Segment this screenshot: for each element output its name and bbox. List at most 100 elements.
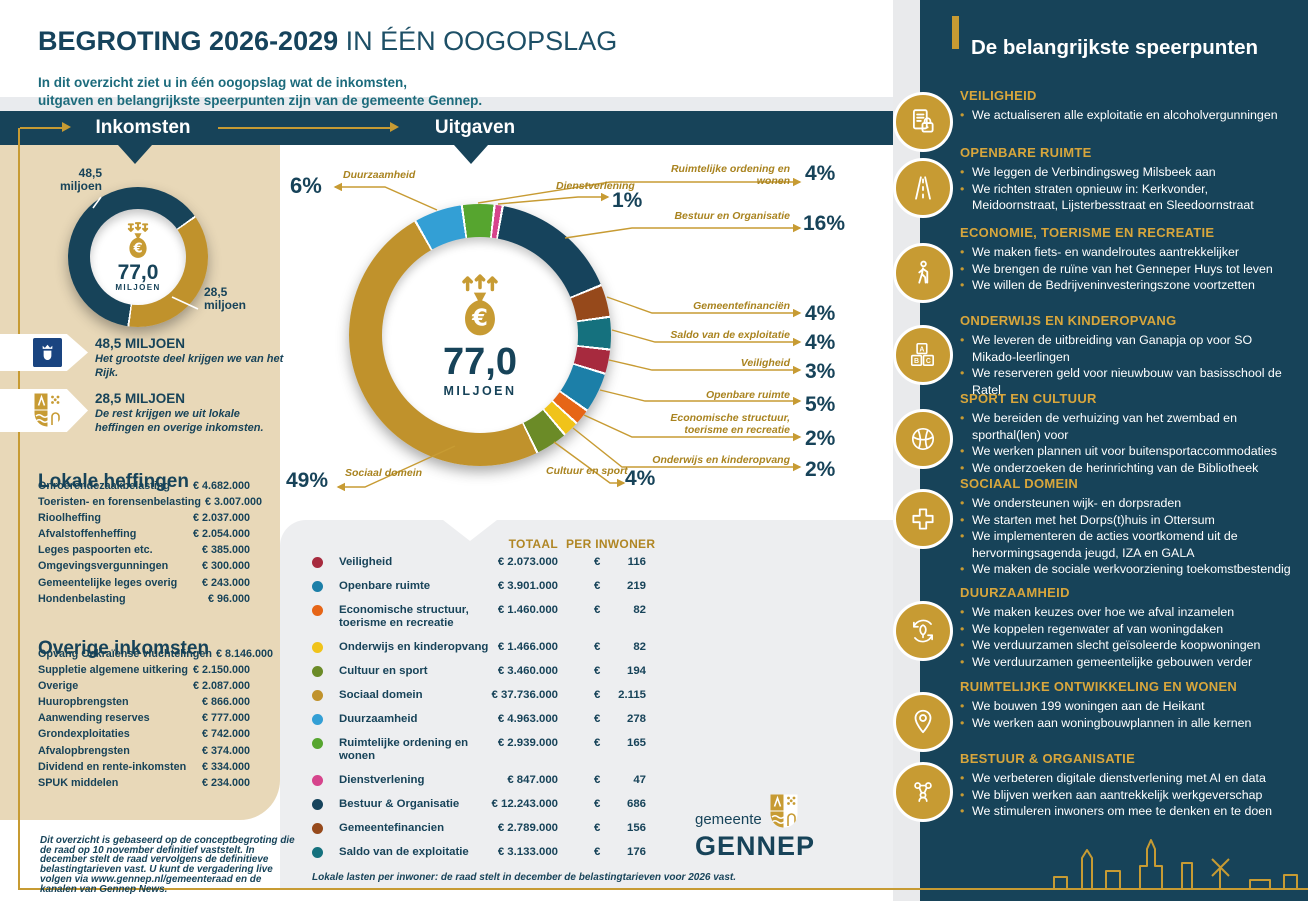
money-row: Leges paspoorten etc. € 385.000	[38, 544, 250, 560]
income-donut: € 77,0 MILJOEN	[68, 187, 208, 327]
table-row-label: Duurzaamheid	[339, 713, 418, 725]
money-row: Grondexploitaties € 742.000	[38, 728, 250, 744]
speerpunt-bullet: We ondersteunen wijk- en dorpsraden	[960, 495, 1294, 512]
table-row-totaal: € 3.133.000	[497, 846, 558, 858]
money-row: Afvalopbrengsten € 374.000	[38, 745, 250, 761]
table-row: Onderwijs en kinderopvang € 1.466.000 €82	[312, 641, 658, 654]
table-row-totaal: € 1.466.000	[497, 641, 558, 653]
speerpunt-title: DUURZAAMHEID	[960, 585, 1070, 600]
speerpunt-title: SPORT EN CULTUUR	[960, 391, 1097, 406]
hiker-icon	[893, 243, 953, 303]
table-row-per-inwoner: €194	[594, 665, 646, 677]
svg-text:€: €	[132, 241, 142, 256]
speerpunt-bullet: We starten met het Dorps(t)huis in Otter…	[960, 512, 1294, 529]
road-icon	[893, 158, 953, 218]
speerpunt-title: SOCIAAL DOMEIN	[960, 476, 1079, 491]
legend-dot-icon	[312, 714, 323, 725]
speerpunt-bullets: We leveren de uitbreiding van Ganapja op…	[960, 332, 1294, 398]
overige-inkomsten-heading: Overige inkomsten	[38, 637, 210, 659]
speerpunt-bullet: We bouwen 199 woningen aan de Heikant	[960, 698, 1294, 715]
table-row-totaal: € 37.736.000	[491, 689, 558, 701]
expenses-total-unit: MILJOEN	[443, 383, 517, 398]
pct-sociaal-domein: 49%	[286, 469, 329, 492]
page-subtitle: In dit overzicht ziet u in één oogopslag…	[38, 74, 483, 108]
legend-dot-icon	[312, 557, 323, 568]
pct-ruimtelijke-ordening: 4%	[805, 162, 836, 185]
speerpunt-bullet: We werken aan woningbouwplannen in alle …	[960, 715, 1294, 732]
money-row-value: € 300.000	[201, 560, 250, 573]
svg-text:C: C	[926, 358, 931, 365]
money-row: Gemeentelijke leges overig € 243.000	[38, 577, 250, 593]
legend-dot-icon	[312, 847, 323, 858]
table-row-label: Gemeentefinancien	[339, 822, 445, 834]
banner-pointer	[454, 145, 488, 164]
money-row-label: Leges paspoorten etc.	[38, 544, 153, 557]
pct-economische-structuur: 2%	[805, 427, 836, 450]
expenses-donut-center: € 77,0 MILJOEN	[382, 237, 578, 433]
legend-dot-icon	[312, 581, 323, 592]
table-row-label: Veiligheid	[339, 556, 393, 568]
banner-pointer	[118, 145, 152, 164]
table-row-totaal: € 847.000	[507, 774, 558, 786]
money-row-value: € 374.000	[201, 744, 250, 757]
money-row-label: Afvalopbrengsten	[38, 744, 130, 757]
money-row-value: € 3.007.000	[204, 496, 263, 509]
legend-dot-icon	[312, 666, 323, 677]
table-row-label: Cultuur en sport	[339, 665, 428, 677]
cat-gemeentefinancien: Gemeentefinanciën	[693, 300, 790, 312]
table-row-totaal: € 2.939.000	[497, 737, 558, 749]
speerpunt-bullet: We maken de sociale werkvoorziening toek…	[960, 561, 1294, 578]
income-slice-label-lokaal: 28,5 miljoen	[204, 285, 247, 312]
table-row-per-inwoner: €165	[594, 737, 646, 749]
money-row: Aanwending reserves € 777.000	[38, 712, 250, 728]
money-row-label: Toeristen- en forensenbelasting	[38, 496, 201, 509]
speerpunt-section: SOCIAAL DOMEIN We ondersteunen wijk- en d…	[960, 476, 1294, 578]
money-row-label: SPUK middelen	[38, 776, 119, 789]
speerpunt-bullet: We implementeren de acties voortkomend u…	[960, 528, 1294, 561]
speerpunt-section: ECONOMIE, TOERISME EN RECREATIE We maken …	[960, 225, 1294, 294]
money-row: Overige € 2.087.000	[38, 680, 250, 696]
table-row: Duurzaamheid € 4.963.000 €278	[312, 713, 658, 726]
money-row-label: Dividend en rente-inkomsten	[38, 760, 187, 773]
table-row-totaal: € 2.789.000	[497, 822, 558, 834]
table-row-label: Economische structuur, toerisme en recre…	[339, 604, 469, 629]
pct-gemeentefinancien: 4%	[805, 302, 836, 325]
table-row: Bestuur & Organisatie € 12.243.000 €686	[312, 798, 658, 811]
speerpunt-bullet: We brengen de ruïne van het Genneper Huy…	[960, 261, 1294, 278]
logo-gemeente-text: gemeente	[695, 811, 762, 828]
cat-onderwijs: Onderwijs en kinderopvang	[652, 454, 790, 466]
pct-dienstverlening: 1%	[612, 189, 643, 212]
speerpunt-bullet: We onderzoeken de herinrichting van de B…	[960, 460, 1294, 477]
speerpunt-bullet: We stimuleren inwoners om mee te denken …	[960, 803, 1294, 820]
speerpunt-bullets: We bouwen 199 woningen aan de HeikantWe …	[960, 698, 1294, 731]
money-row: Huuropbrengsten € 866.000	[38, 696, 250, 712]
money-row-value: € 866.000	[201, 696, 250, 709]
table-row-label: Saldo van de exploitatie	[339, 846, 469, 858]
table-row-per-inwoner: €176	[594, 846, 646, 858]
euro-moneybag-out-icon: €	[462, 273, 498, 335]
section-banner	[0, 111, 893, 145]
money-row-value: € 777.000	[201, 712, 250, 725]
cat-economische-structuur: Economische structuur, toerisme en recre…	[670, 412, 790, 436]
table-row-per-inwoner: €686	[594, 798, 646, 810]
speerpunt-section: SPORT EN CULTUUR We bereiden de verhuizin…	[960, 391, 1294, 476]
table-row: Ruimtelijke ordening en wonen € 2.939.000…	[312, 737, 658, 763]
table-panel	[280, 520, 893, 888]
medical-cross-icon	[893, 489, 953, 549]
money-row-value: € 8.146.000	[216, 648, 274, 660]
money-row-label: Afvalstoffenheffing	[38, 528, 137, 541]
legend-dot-icon	[312, 642, 323, 653]
page-title-light: IN ÉÉN OOGOPSLAG	[345, 26, 618, 57]
callout-desc: Het grootste deel krijgen we van het Rij…	[95, 353, 284, 379]
speerpunt-bullet: We richten straten opnieuw in: Kerkvonde…	[960, 181, 1294, 214]
speerpunt-title: OPENBARE RUIMTE	[960, 145, 1092, 160]
legend-dot-icon	[312, 799, 323, 810]
skyline-silhouette-graphic	[1053, 839, 1298, 888]
table-row-totaal: € 1.460.000	[497, 604, 558, 616]
money-row-value: € 2.087.000	[192, 680, 250, 693]
disclaimer-text: Dit overzicht is gebaseerd op de concept…	[40, 834, 295, 895]
speerpunt-title: VEILIGHEID	[960, 88, 1037, 103]
gold-frame-line	[18, 888, 1308, 891]
